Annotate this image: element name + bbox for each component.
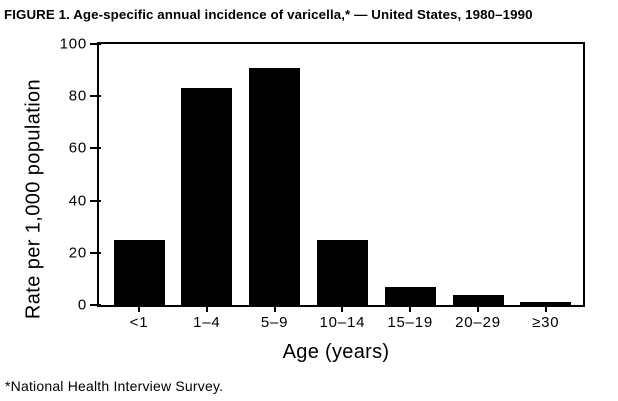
x-tick-mark — [273, 303, 276, 312]
y-tick-label: 0 — [77, 296, 87, 314]
y-tick-mark — [90, 95, 101, 98]
x-tick-mark — [409, 303, 412, 312]
y-tick-label: 100 — [59, 35, 87, 53]
y-axis-tick-labels: 0 20 40 60 80 100 — [0, 36, 87, 314]
x-tick-mark — [544, 303, 547, 312]
y-tick-mark — [90, 199, 101, 202]
x-axis-tick-labels: <1 1–4 5–9 10–14 15–19 20–29 ≥30 — [99, 314, 583, 334]
x-tick-mark — [205, 303, 208, 312]
y-tick-mark — [90, 304, 101, 306]
x-tick-label: 15–19 — [387, 314, 434, 331]
bar-<1 — [113, 239, 165, 305]
x-tick-mark — [138, 303, 140, 312]
bar-10–14 — [316, 239, 368, 305]
x-tick-label: <1 — [129, 314, 149, 331]
x-tick-label: ≥30 — [532, 314, 560, 331]
y-tick-label: 20 — [68, 244, 87, 262]
x-tick-label: 10–14 — [319, 314, 366, 331]
y-tick-label: 40 — [68, 192, 87, 210]
bar-15–19 — [384, 286, 436, 305]
figure-title: FIGURE 1. Age-specific annual incidence … — [4, 7, 533, 22]
plot-area — [90, 42, 585, 312]
x-tick-label: 20–29 — [455, 314, 501, 331]
y-tick-mark — [90, 43, 101, 45]
y-tick-label: 60 — [68, 139, 87, 157]
y-tick-mark — [90, 147, 101, 150]
footnote: *National Health Interview Survey. — [5, 378, 224, 394]
x-tick-mark — [341, 303, 344, 312]
y-tick-mark — [90, 251, 101, 254]
bar-5–9 — [249, 67, 301, 305]
x-tick-mark — [477, 303, 479, 312]
bar-20–29 — [452, 294, 504, 305]
x-axis-title: Age (years) — [282, 341, 390, 363]
y-tick-label: 80 — [68, 87, 87, 105]
bar-1–4 — [181, 88, 233, 305]
x-tick-label: 1–4 — [193, 314, 221, 331]
x-tick-label: 5–9 — [260, 314, 289, 331]
